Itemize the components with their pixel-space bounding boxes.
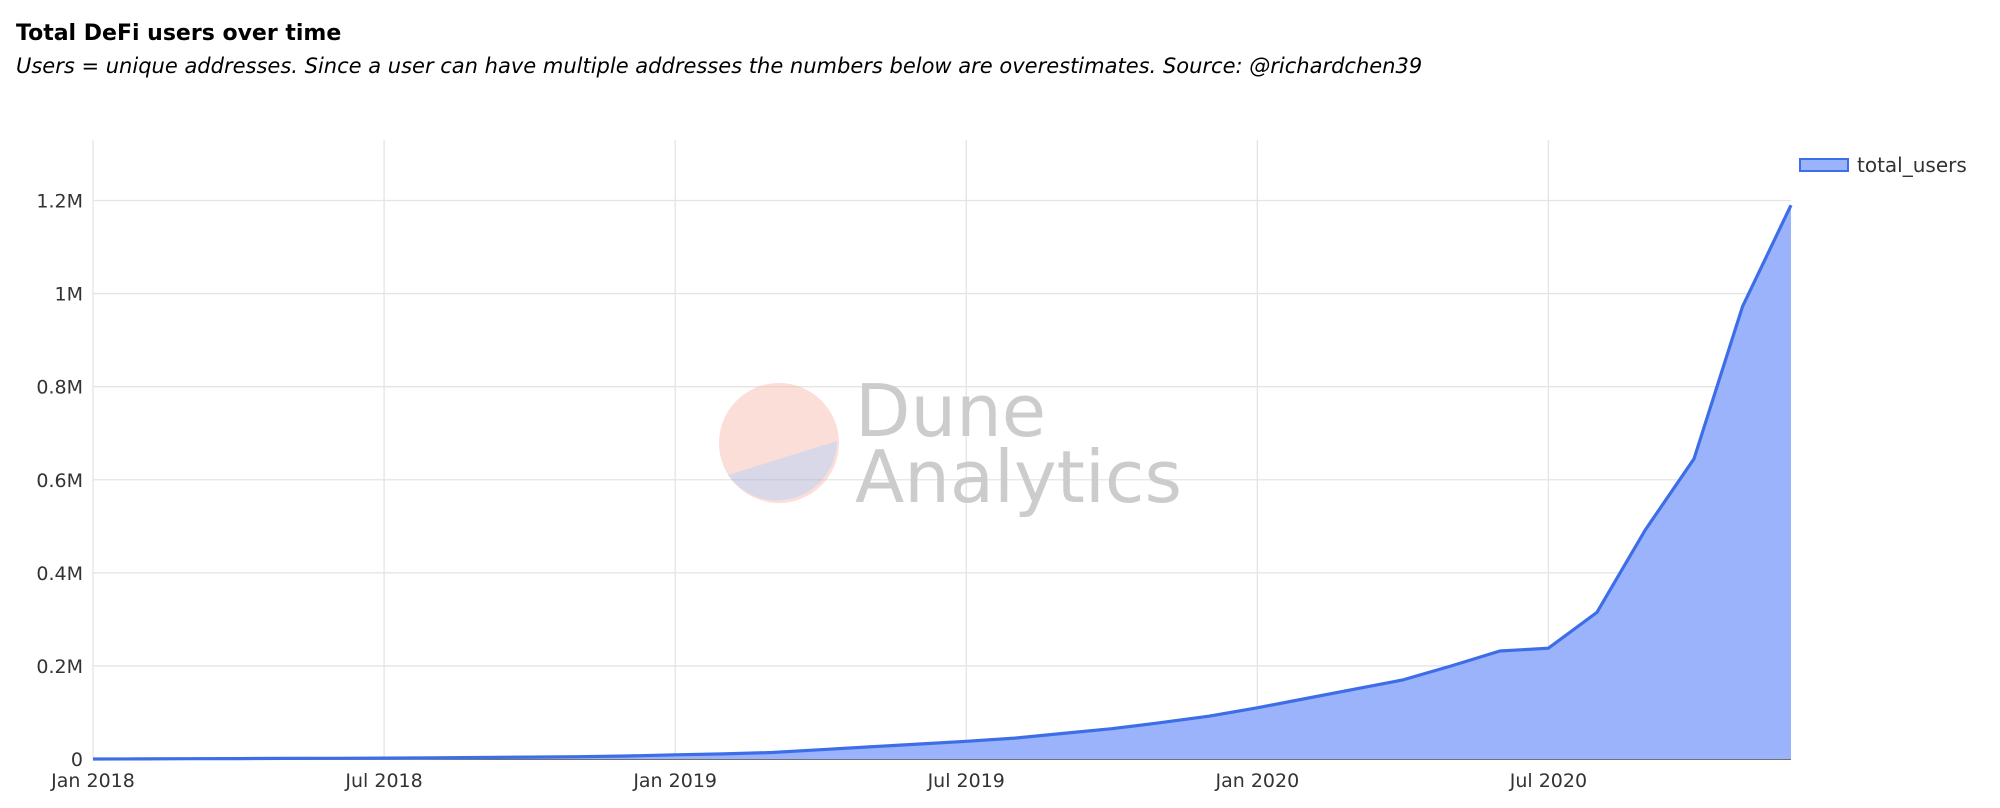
- chart-title: Total DeFi users over time: [16, 21, 341, 46]
- x-tick-label: Jul 2020: [1509, 770, 1587, 792]
- chart-subtitle: Users = unique addresses. Since a user c…: [16, 54, 1422, 78]
- x-tick-label: Jul 2019: [927, 770, 1005, 792]
- y-tick-label: 0.4M: [36, 563, 83, 585]
- x-tick-label: Jan 2018: [50, 770, 135, 792]
- y-tick-label: 0.2M: [36, 656, 83, 678]
- y-tick-label: 0.8M: [36, 377, 83, 399]
- x-tick-label: Jan 2019: [632, 770, 717, 792]
- watermark: Dune: [855, 369, 1046, 453]
- x-tick-label: Jul 2018: [344, 770, 422, 792]
- series-line: [92, 204, 1793, 761]
- y-tick-label: 1.2M: [36, 191, 83, 213]
- watermark-logo: [719, 383, 839, 503]
- x-tick-label: Jan 2020: [1214, 770, 1299, 792]
- legend-swatch: [1799, 158, 1849, 172]
- y-tick-label: 0.6M: [36, 470, 83, 492]
- y-tick-label: 1M: [55, 284, 83, 306]
- y-tick-label: 0: [71, 749, 83, 771]
- watermark: Analytics: [855, 435, 1182, 519]
- area-fill: [93, 205, 1791, 759]
- legend-label: total_users: [1857, 153, 1967, 177]
